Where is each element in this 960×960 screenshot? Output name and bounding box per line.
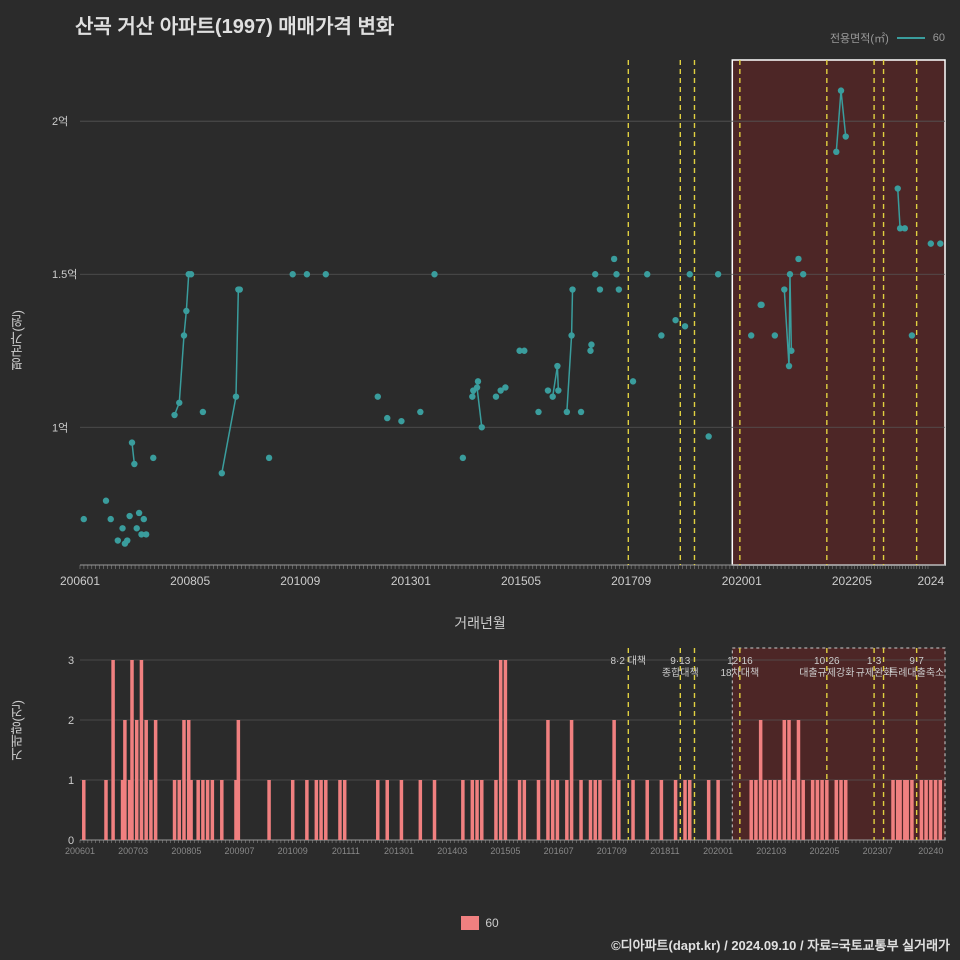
svg-text:202001: 202001 (722, 574, 762, 588)
svg-text:201009: 201009 (280, 574, 320, 588)
svg-text:특례대출축소: 특례대출축소 (889, 667, 944, 679)
svg-text:9·13: 9·13 (670, 656, 690, 667)
svg-text:200907: 200907 (225, 846, 255, 856)
svg-text:종합대책: 종합대책 (662, 667, 699, 679)
svg-text:2024: 2024 (917, 574, 944, 588)
svg-text:규제완화: 규제완화 (856, 667, 893, 679)
svg-text:201505: 201505 (501, 574, 541, 588)
svg-text:201009: 201009 (278, 846, 308, 856)
svg-text:200601: 200601 (60, 574, 100, 588)
svg-text:1: 1 (68, 775, 74, 787)
svg-text:201403: 201403 (437, 846, 467, 856)
svg-text:12·16: 12·16 (727, 656, 753, 667)
legend-box-icon (461, 916, 479, 930)
svg-text:1·3: 1·3 (867, 656, 882, 667)
price-chart: 1억 1.5억 2억 200601 200805 201009 201301 201505 20… (55, 55, 950, 610)
svg-text:2억: 2억 (52, 115, 68, 128)
svg-text:202205: 202205 (809, 846, 839, 856)
volume-chart: 01238·2 대책9·13종합대책12·1618차대책10·26대출규제강화1… (55, 640, 950, 865)
credit-line: ©디아파트(dapt.kr) / 2024.09.10 / 자료=국토교통부 실… (611, 935, 950, 954)
svg-text:201709: 201709 (611, 574, 651, 588)
y-axis-label-bottom: 거래량(건) (8, 700, 27, 761)
svg-text:201709: 201709 (597, 846, 627, 856)
svg-text:202307: 202307 (863, 846, 893, 856)
svg-text:대출규제강화: 대출규제강화 (799, 667, 854, 679)
svg-text:200703: 200703 (118, 846, 148, 856)
svg-text:10·26: 10·26 (814, 656, 840, 667)
svg-text:202205: 202205 (832, 574, 872, 588)
svg-text:3: 3 (68, 655, 74, 667)
legend-line-icon (897, 37, 925, 39)
svg-text:1.5억: 1.5억 (52, 268, 77, 281)
legend-bottom-series: 60 (485, 916, 498, 930)
legend-top: 전용면적(㎡) 60 (830, 30, 945, 46)
svg-text:201607: 201607 (544, 846, 574, 856)
y-axis-label-top: 평균가(원) (8, 310, 27, 371)
svg-text:200805: 200805 (170, 574, 210, 588)
legend-top-label: 전용면적(㎡) (830, 30, 889, 46)
x-axis-label: 거래년월 (0, 613, 960, 633)
svg-text:201301: 201301 (384, 846, 414, 856)
legend-bottom: 60 (0, 916, 960, 930)
svg-text:18차대책: 18차대책 (720, 667, 759, 679)
svg-text:1억: 1억 (52, 421, 68, 434)
legend-top-series: 60 (933, 32, 945, 44)
svg-text:200601: 200601 (65, 846, 95, 856)
svg-text:200805: 200805 (171, 846, 201, 856)
svg-text:9·7: 9·7 (909, 656, 924, 667)
svg-text:202001: 202001 (703, 846, 733, 856)
svg-text:201301: 201301 (391, 574, 431, 588)
svg-text:201111: 201111 (332, 846, 360, 856)
chart-container: 산곡 거산 아파트(1997) 매매가격 변화 전용면적(㎡) 60 평균가(원… (0, 0, 960, 960)
svg-text:8·2 대책: 8·2 대책 (610, 655, 646, 667)
svg-text:20240: 20240 (918, 846, 943, 856)
svg-text:201505: 201505 (490, 846, 520, 856)
svg-text:202103: 202103 (756, 846, 786, 856)
chart-title: 산곡 거산 아파트(1997) 매매가격 변화 (75, 10, 394, 39)
svg-text:2: 2 (68, 715, 74, 727)
svg-text:201811: 201811 (650, 846, 679, 856)
